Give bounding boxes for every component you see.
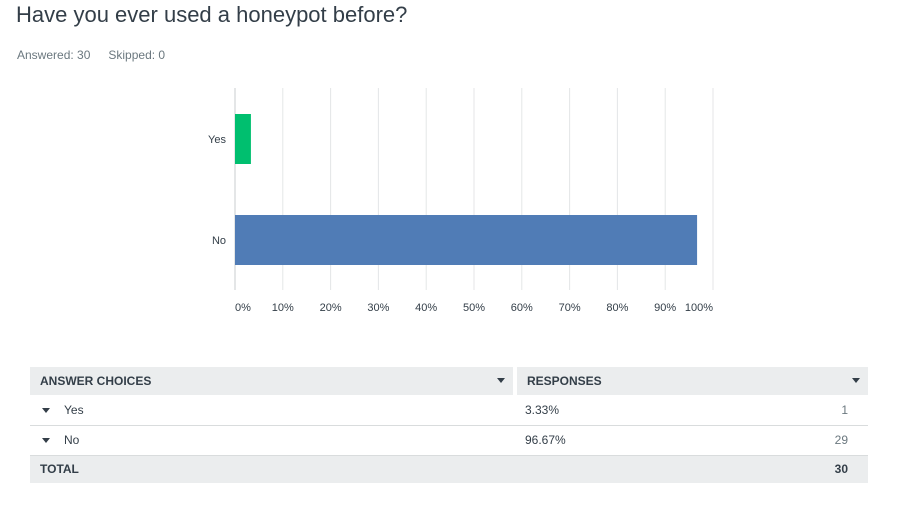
choice-label: Yes — [64, 402, 84, 417]
x-tick-label: 40% — [415, 302, 437, 314]
sort-caret-icon[interactable] — [497, 378, 505, 383]
skipped-count: Skipped: 0 — [108, 48, 166, 62]
count-cell: 29 — [834, 433, 848, 447]
bar-chart: 0% 10% 20% 30% 40% 50% 60% 70% 80% 90% 100% Yes No — [208, 88, 714, 314]
question-title: Have you ever used a honeypot before? — [16, 2, 408, 27]
x-tick-label: 100% — [685, 302, 713, 314]
count-cell: 1 — [841, 402, 848, 417]
answered-count: Answered: 30 — [17, 48, 91, 62]
responses-header-label: RESPONSES — [527, 374, 602, 388]
choice-cell: Yes — [30, 395, 515, 425]
x-tick-label: 50% — [463, 302, 485, 314]
response-stats: Answered: 30 Skipped: 0 — [17, 48, 165, 62]
responses-header[interactable]: RESPONSES — [513, 367, 868, 395]
table-header-row: ANSWER CHOICES RESPONSES — [30, 367, 868, 395]
x-tick-label: 60% — [511, 302, 533, 314]
percent-cell: 96.67% — [525, 433, 566, 447]
responses-table: ANSWER CHOICES RESPONSES Yes 3.33% 1 No … — [30, 367, 868, 483]
table-row: Yes 3.33% 1 — [30, 395, 868, 425]
category-label: Yes — [208, 134, 226, 146]
total-row: TOTAL 30 — [30, 455, 868, 483]
x-tick-label: 90% — [654, 302, 676, 314]
x-tick-label: 70% — [559, 302, 581, 314]
category-label: No — [212, 235, 226, 247]
x-tick-label: 0% — [235, 302, 251, 314]
bar-yes — [235, 114, 251, 164]
expand-caret-icon[interactable] — [42, 438, 50, 444]
x-tick-label: 30% — [367, 302, 389, 314]
choice-cell: No — [30, 425, 515, 455]
sort-caret-icon[interactable] — [852, 378, 860, 383]
percent-cell: 3.33% — [525, 402, 560, 417]
x-tick-label: 80% — [606, 302, 628, 314]
total-label: TOTAL — [40, 462, 79, 477]
x-tick-label: 10% — [272, 302, 294, 314]
expand-caret-icon[interactable] — [42, 408, 50, 414]
table-row: No 96.67% 29 — [30, 425, 868, 455]
answer-choices-header[interactable]: ANSWER CHOICES — [30, 367, 515, 395]
choice-label: No — [64, 433, 80, 447]
total-count: 30 — [834, 462, 848, 477]
x-tick-label: 20% — [320, 302, 342, 314]
bar-no — [235, 215, 698, 265]
answer-choices-header-label: ANSWER CHOICES — [40, 374, 152, 388]
